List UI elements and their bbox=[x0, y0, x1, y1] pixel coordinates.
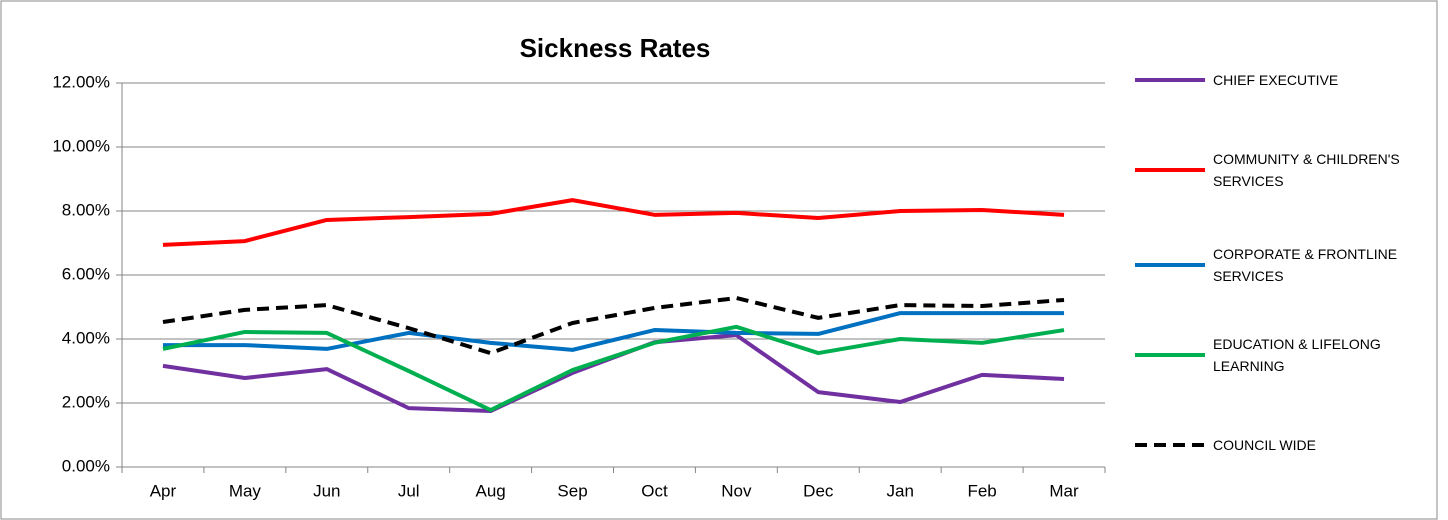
y-tick-label: 4.00% bbox=[62, 328, 110, 347]
x-tick-label: Sep bbox=[557, 481, 587, 500]
x-tick-label: Aug bbox=[476, 481, 506, 500]
legend-item: COUNCIL WIDE bbox=[1135, 434, 1413, 456]
legend-swatch bbox=[1135, 443, 1205, 447]
legend-item: EDUCATION & LIFELONG LEARNING bbox=[1135, 333, 1413, 377]
legend-label: CORPORATE & FRONTLINE SERVICES bbox=[1213, 246, 1398, 284]
legend-label: COUNCIL WIDE bbox=[1213, 437, 1316, 453]
legend-item: CORPORATE & FRONTLINE SERVICES bbox=[1135, 243, 1403, 287]
series-line bbox=[162, 311, 1065, 352]
legend-label: COMMUNITY & CHILDREN'S SERVICES bbox=[1213, 151, 1400, 189]
legend-swatch bbox=[1135, 78, 1205, 82]
series-line bbox=[162, 296, 1065, 356]
x-tick-label: May bbox=[229, 481, 262, 500]
x-tick-label: Apr bbox=[150, 481, 177, 500]
series-line bbox=[162, 198, 1065, 247]
legend-label: CHIEF EXECUTIVE bbox=[1213, 72, 1339, 88]
x-tick-label: Dec bbox=[803, 481, 834, 500]
legend-item: CHIEF EXECUTIVE bbox=[1135, 69, 1413, 91]
y-tick-label: 2.00% bbox=[62, 392, 110, 411]
y-tick-label: 10.00% bbox=[52, 136, 110, 155]
legend-swatch bbox=[1135, 263, 1205, 267]
y-tick-label: 8.00% bbox=[62, 200, 110, 219]
y-tick-label: 6.00% bbox=[62, 264, 110, 283]
x-tick-label: Feb bbox=[967, 481, 996, 500]
series-line bbox=[162, 324, 1065, 413]
legend-item: COMMUNITY & CHILDREN'S SERVICES bbox=[1135, 148, 1403, 192]
legend-swatch bbox=[1135, 168, 1205, 172]
legend-swatch bbox=[1135, 353, 1205, 357]
y-tick-label: 12.00% bbox=[52, 72, 110, 91]
chart-title: Sickness Rates bbox=[520, 33, 711, 63]
x-tick-label: Jul bbox=[398, 481, 420, 500]
x-tick-label: Jun bbox=[313, 481, 340, 500]
legend-label: EDUCATION & LIFELONG LEARNING bbox=[1213, 336, 1381, 374]
x-tick-label: Mar bbox=[1049, 481, 1079, 500]
x-tick-label: Oct bbox=[641, 481, 668, 500]
x-tick-label: Nov bbox=[721, 481, 752, 500]
x-tick-label: Jan bbox=[886, 481, 913, 500]
y-tick-label: 0.00% bbox=[62, 456, 110, 475]
